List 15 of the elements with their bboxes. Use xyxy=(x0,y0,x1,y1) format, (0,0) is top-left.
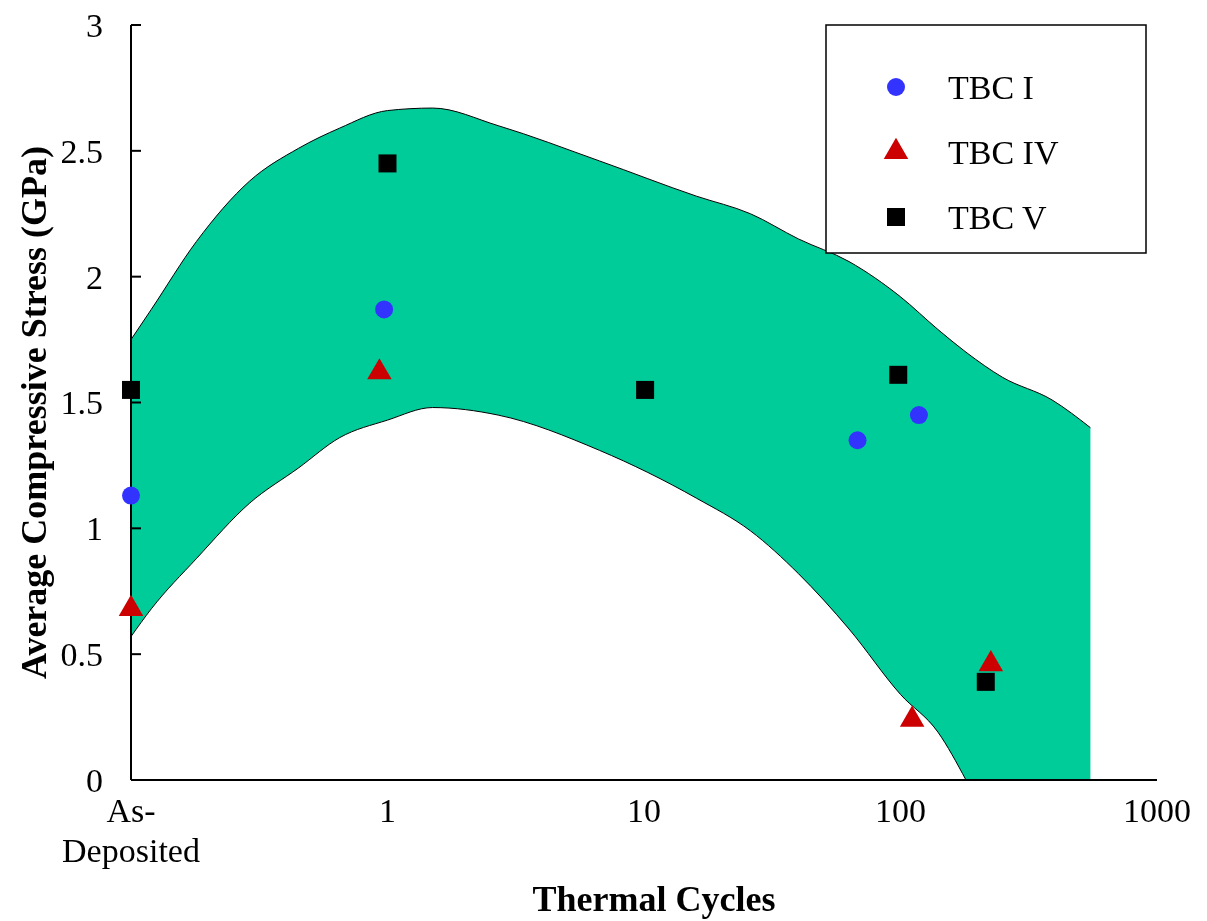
y-tick-label: 0.5 xyxy=(60,636,103,674)
y-tick-label: 3 xyxy=(86,6,103,44)
y-tick-label: 2 xyxy=(86,258,103,296)
y-axis-title: Average Compressive Stress (GPa) xyxy=(14,146,54,679)
x-tick-label: 100 xyxy=(875,792,926,829)
legend-label: TBC V xyxy=(948,198,1048,236)
y-tick-label: 2.5 xyxy=(60,132,103,170)
y-tick-label: 1.5 xyxy=(60,384,103,422)
legend-label: TBC I xyxy=(948,68,1034,106)
x-tick-label: 1 xyxy=(379,792,396,829)
legend-label: TBC IV xyxy=(948,133,1059,171)
x-axis-title: Thermal Cycles xyxy=(532,879,776,919)
y-tick-label: 1 xyxy=(86,510,103,548)
x-tick-label: 1000 xyxy=(1123,792,1191,829)
x-tick-label: 10 xyxy=(627,792,661,829)
